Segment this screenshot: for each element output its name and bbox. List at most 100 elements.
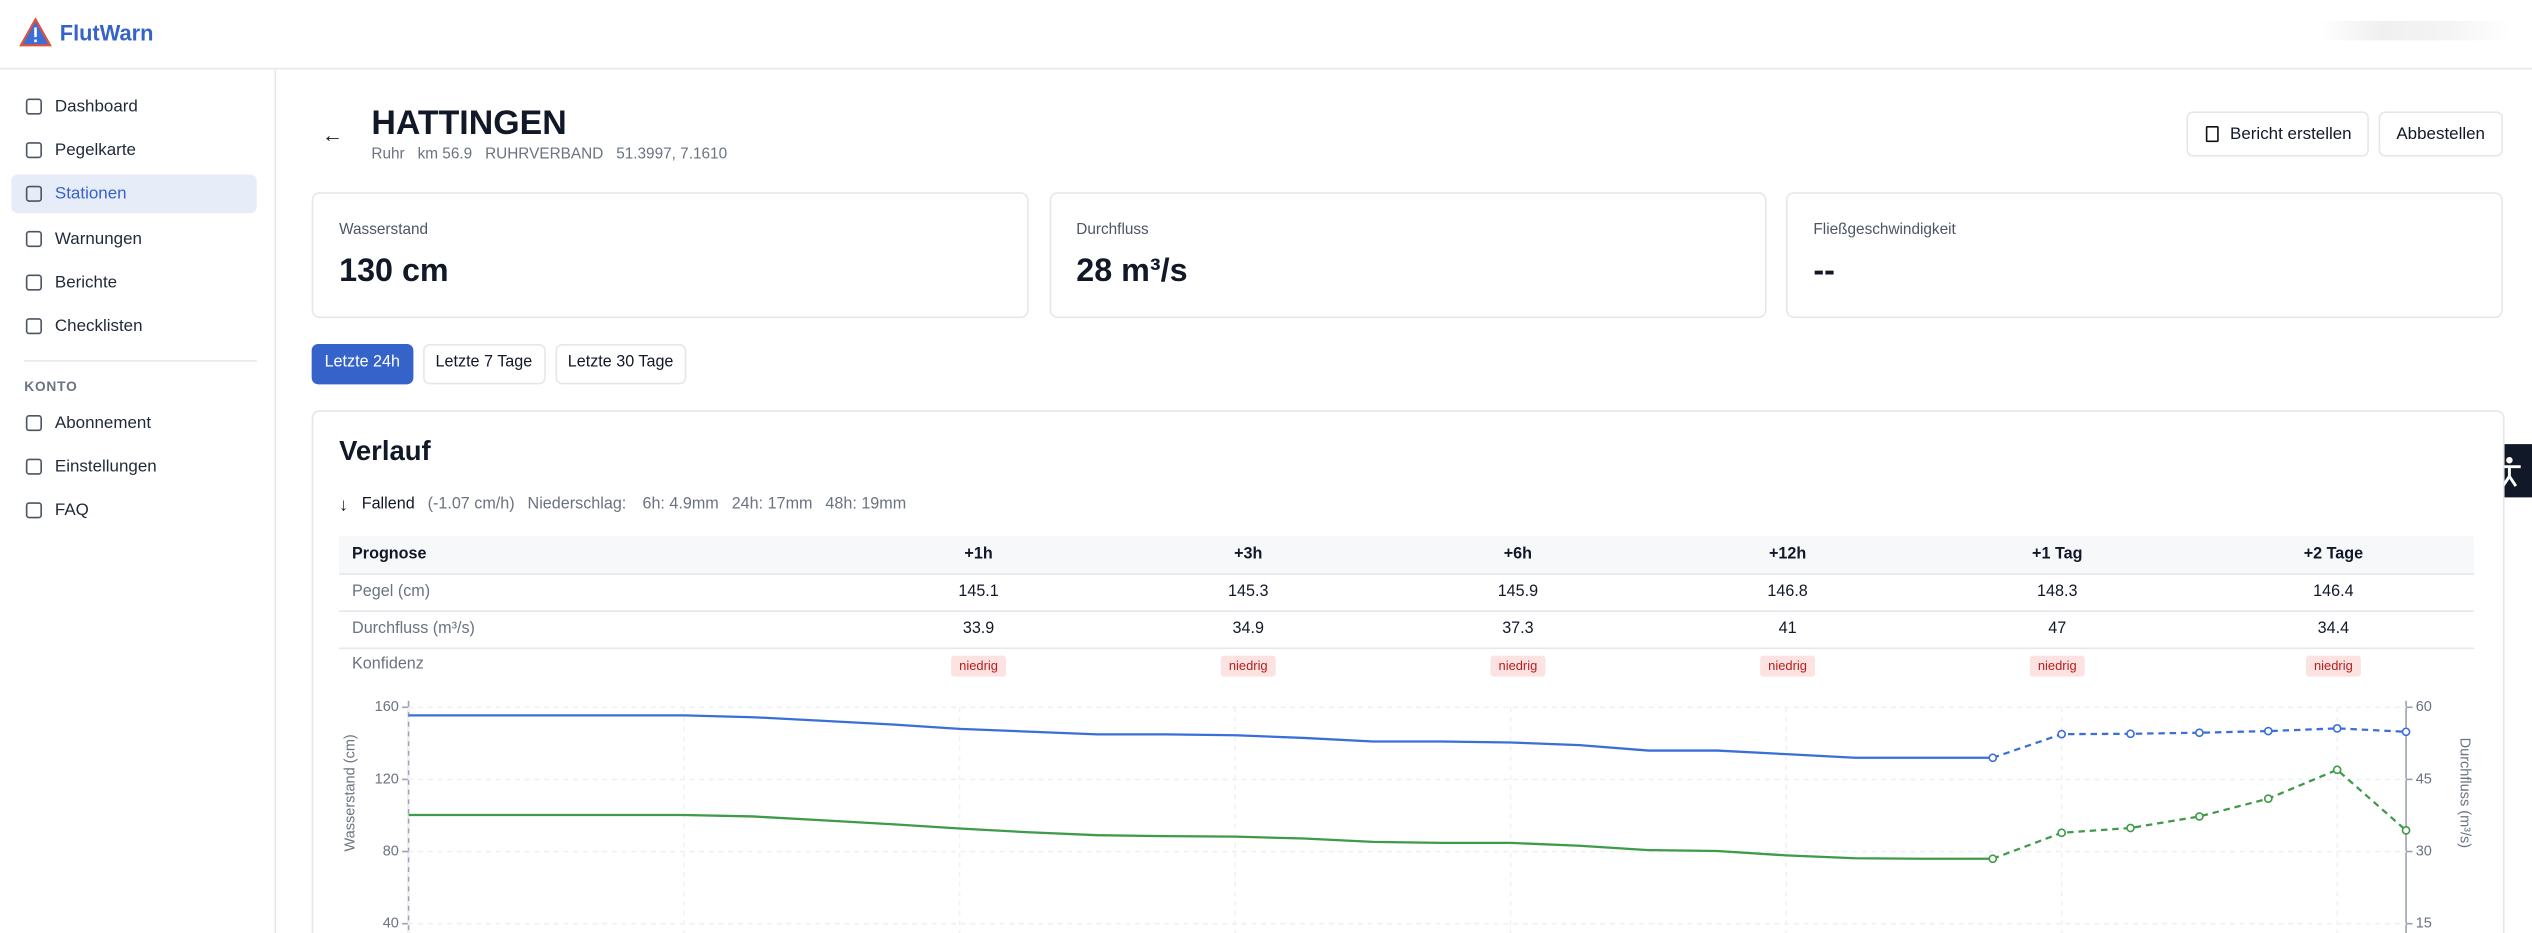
- table-header: +12h: [1768, 545, 1807, 564]
- back-button[interactable]: ←: [322, 122, 344, 147]
- trend-text: 24h: 17mm: [731, 495, 813, 514]
- nav-label: Warnungen: [54, 228, 142, 249]
- table-header: +1h: [964, 545, 993, 564]
- point-marker: [2401, 826, 2411, 835]
- metric-card: [1048, 192, 1766, 319]
- table-cell: 34.9: [1232, 619, 1264, 638]
- nav-label: FAQ: [54, 501, 89, 521]
- trend-text: 48h: 19mm: [825, 495, 907, 514]
- row-border: [339, 610, 2474, 613]
- row-border: [339, 647, 2474, 649]
- station-name: HATTINGEN: [371, 104, 567, 143]
- nav-icon: [25, 142, 42, 159]
- nav-item[interactable]: [11, 175, 257, 214]
- tab[interactable]: [311, 343, 413, 385]
- nav-icon: [25, 230, 42, 247]
- confidence-badge: niedrig: [2305, 656, 2361, 678]
- table-header: Prognose: [352, 545, 427, 564]
- nav-icon: [25, 318, 42, 335]
- table-cell: 41: [1778, 619, 1797, 638]
- series-line: [408, 813, 1993, 860]
- nav-label: Dashboard: [54, 96, 138, 117]
- row-label: Durchfluss (m³/s): [352, 619, 475, 638]
- metric-value: 28 m³/s: [1076, 253, 1188, 290]
- station-meta: Ruhr: [371, 145, 405, 164]
- sidebar-divider: [24, 360, 257, 362]
- point-marker: [2057, 828, 2067, 838]
- sidebar-border: [274, 69, 277, 933]
- y-tick-label: 40: [383, 916, 399, 932]
- trend-arrow: ↓: [339, 495, 348, 516]
- nav-icon: [25, 186, 42, 203]
- table-cell: 145.3: [1228, 582, 1269, 601]
- y-tick-label: 120: [375, 771, 399, 787]
- action-button[interactable]: [2186, 111, 2369, 157]
- station-meta: RUHRVERBAND: [485, 145, 604, 164]
- nav-label: Abonnement: [54, 413, 152, 433]
- table-cell: 33.9: [962, 619, 995, 638]
- table-cell: 37.3: [1502, 619, 1534, 638]
- tab-label: Letzte 7 Tage: [435, 353, 533, 372]
- confidence-badge: niedrig: [951, 656, 1007, 678]
- y-axis-label: Wasserstand (cm): [342, 734, 358, 851]
- table-header: +6h: [1503, 545, 1533, 564]
- point-marker: [2263, 794, 2273, 804]
- y-tick-label: 160: [375, 699, 399, 715]
- series-line: [408, 714, 1993, 759]
- metric-label: Wasserstand: [339, 221, 429, 239]
- point-marker: [2126, 823, 2135, 833]
- tab[interactable]: [422, 343, 546, 385]
- point-marker: [2401, 727, 2411, 737]
- verlauf-card: [311, 410, 2505, 933]
- table-header: +2 Tage: [2303, 545, 2364, 564]
- nav-icon: [25, 274, 42, 291]
- table-cell: 47: [2048, 619, 2067, 638]
- metric-label: Durchfluss: [1076, 221, 1149, 239]
- y-tick-label: 80: [383, 843, 399, 859]
- nav-label: Pegelkarte: [54, 140, 136, 161]
- nav-icon: [25, 502, 42, 519]
- metric-value: --: [1813, 253, 1835, 290]
- y2-axis-label: Durchfluss (m³/s): [2456, 738, 2472, 848]
- nav-label: Einstellungen: [54, 457, 157, 477]
- nav-icon: [25, 458, 42, 476]
- action-button[interactable]: [2378, 111, 2503, 157]
- point-marker: [2195, 728, 2204, 738]
- y2-tick-label: 15: [2416, 916, 2432, 932]
- y2-tick-label: 30: [2416, 843, 2432, 859]
- trend-text: (-1.07 cm/h): [427, 495, 515, 514]
- table-header-bg: [339, 536, 2474, 575]
- point-marker: [2332, 724, 2342, 733]
- table-cell: 146.8: [1767, 582, 1808, 601]
- tab-label: Letzte 24h: [324, 353, 401, 372]
- point-marker: [2057, 729, 2067, 739]
- nav-icon: [25, 415, 42, 432]
- tab[interactable]: [554, 343, 687, 385]
- confidence-badge: niedrig: [2029, 656, 2085, 678]
- row-label: Konfidenz: [352, 656, 424, 675]
- station-meta: km 56.9: [417, 145, 473, 164]
- nav-label: Berichte: [54, 272, 118, 292]
- row-label: Pegel (cm): [352, 582, 431, 601]
- table-cell: 145.1: [958, 582, 999, 601]
- point-marker: [2263, 726, 2273, 736]
- confidence-badge: niedrig: [1490, 656, 1546, 678]
- metric-label: Fließgeschwindigkeit: [1813, 221, 1956, 239]
- tab-label: Letzte 30 Tage: [567, 353, 674, 372]
- metric-card: [311, 192, 1029, 319]
- confidence-badge: niedrig: [1760, 656, 1816, 678]
- confidence-badge: niedrig: [1220, 656, 1276, 678]
- y2-tick-label: 45: [2416, 771, 2432, 787]
- nav-section: KONTO: [24, 377, 78, 395]
- table-cell: 146.4: [2313, 582, 2354, 601]
- accessibility-icon: [2498, 456, 2521, 487]
- action-label: Bericht erstellen: [2230, 124, 2352, 144]
- metric-value: 130 cm: [339, 253, 449, 290]
- brand: FlutWarn: [59, 20, 154, 46]
- point-marker: [2332, 765, 2342, 775]
- y2-tick-label: 60: [2416, 699, 2432, 715]
- station-meta: 51.3997, 7.1610: [616, 145, 728, 164]
- report-icon: [2205, 125, 2219, 143]
